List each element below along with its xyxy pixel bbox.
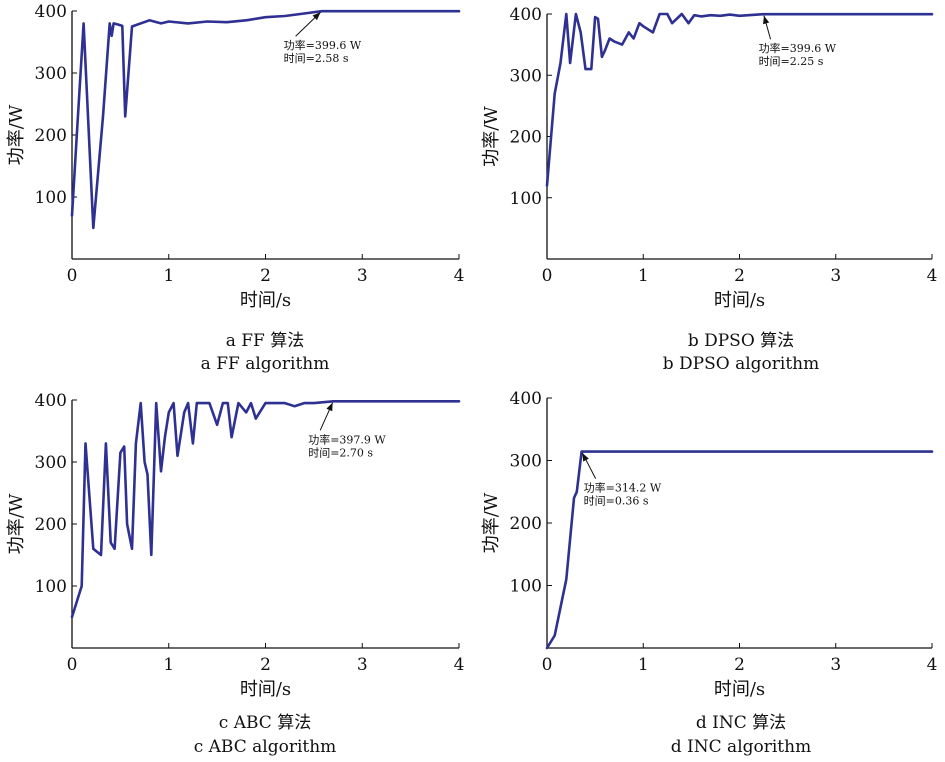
caption-en-a: a FF algorithm [200,354,330,374]
panel-c-x-tick-label: 0 [67,655,78,675]
panel-b-x-tick-label: 2 [734,266,745,286]
panel-b-y-tick-label: 200 [510,128,542,148]
panel-b-x-tick-label: 0 [542,266,553,286]
panel-b-x-tick-label: 3 [830,266,841,286]
panel-c-y-tick-label: 400 [35,391,67,411]
panel-a-x-tick-label: 1 [163,266,174,286]
panel-d-annotation-power: 功率=314.2 W [584,481,662,495]
panel-c-annotation-arrowhead [326,402,333,412]
panel-b-x-tick-label: 1 [638,266,649,286]
panel-d-x-tick-label: 4 [927,655,938,675]
panel-a-x-axis-label: 时间/s [240,290,291,311]
panel-b-x-tick-label: 4 [927,266,938,286]
panel-d-y-tick-label: 300 [510,452,542,472]
panel-b-power-line [545,12,934,187]
panel-c-x-axis-label: 时间/s [240,679,291,700]
panel-d-power-line [545,450,934,650]
caption-cn-a: a FF 算法 [225,331,305,351]
panel-b-y-tick-label: 400 [510,5,542,25]
caption-cn-d: d INC 算法 [695,713,787,733]
panel-a-power-line [70,9,461,230]
panel-c-x-tick-label: 4 [454,655,465,675]
panel-b-annotation-power: 功率=399.6 W [759,41,837,55]
panel-b-annotation-arrowhead [763,15,770,25]
panel-b-y-tick-label: 100 [510,189,542,209]
panel-d-x-tick-label: 3 [830,655,841,675]
panel-d-x-tick-label: 2 [734,655,745,675]
panel-b-y-axis-label: 功率/W [481,106,502,167]
panel-c-x-tick-label: 1 [163,655,174,675]
caption-en-d: d INC algorithm [670,737,812,757]
panel-d-y-axis-label: 功率/W [481,492,502,553]
panel-b-y-tick-label: 300 [510,66,542,86]
panel-c-y-tick-label: 300 [35,453,67,473]
panel-d-y-tick-label: 400 [510,389,542,409]
panel-c-x-tick-label: 3 [357,655,368,675]
panel-b-x-axis-label: 时间/s [714,290,765,311]
panel-d-x-axis-label: 时间/s [714,679,765,700]
caption-en-b: b DPSO algorithm [662,354,820,374]
panel-d-y-tick-label: 200 [510,514,542,534]
panel-c-annotation-time: 时间=2.70 s [308,446,373,459]
panel-a-y-tick-label: 100 [35,188,67,208]
panel-d-x-tick-label: 0 [542,655,553,675]
panel-c-x-tick-label: 2 [260,655,271,675]
panel-d-annotation-arrowhead [582,452,589,462]
panel-d-y-tick-label: 100 [510,577,542,597]
caption-cn-c: c ABC 算法 [218,713,312,733]
panel-a-y-tick-label: 400 [35,2,67,22]
panel-a-y-axis-label: 功率/W [6,104,27,165]
panel-a-y-tick-label: 300 [35,64,67,84]
panel-c-annotation-power: 功率=397.9 W [308,432,386,446]
panel-c-y-tick-label: 100 [35,577,67,597]
panel-a-annotation-power: 功率=399.6 W [284,38,362,52]
panel-c-y-tick-label: 200 [35,515,67,535]
panel-d-annotation-time: 时间=0.36 s [584,495,649,508]
panel-a-y-tick-label: 200 [35,126,67,146]
panel-a-annotation-time: 时间=2.58 s [284,52,349,65]
panel-a-x-tick-label: 2 [260,266,271,286]
caption-en-c: c ABC algorithm [193,737,337,757]
panel-a-x-tick-label: 0 [67,266,78,286]
panel-b-annotation-time: 时间=2.25 s [759,55,824,68]
caption-cn-b: b DPSO 算法 [687,331,795,351]
panel-a-x-tick-label: 3 [357,266,368,286]
panel-d-x-tick-label: 1 [638,655,649,675]
panel-a-x-tick-label: 4 [454,266,465,286]
panel-a-annotation-arrowhead [312,12,321,21]
panel-c-power-line [70,400,461,619]
panel-c-y-axis-label: 功率/W [6,493,27,554]
